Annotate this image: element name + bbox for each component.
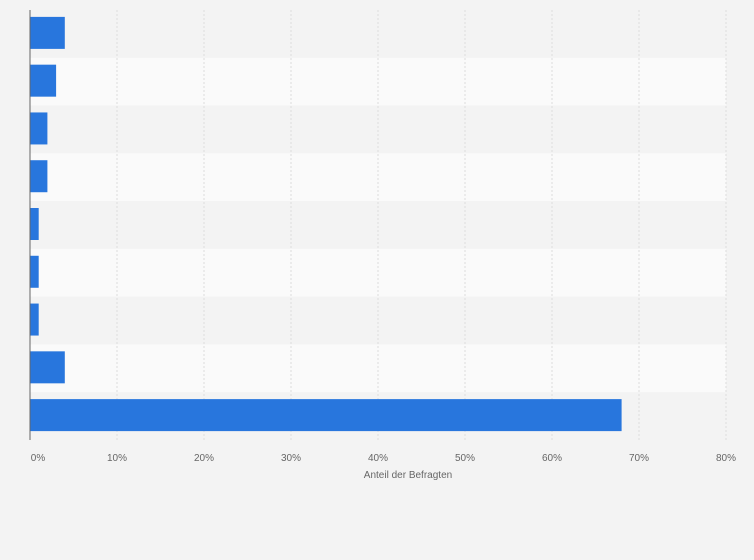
x-tick-label: 0%	[31, 453, 46, 464]
row-band	[30, 296, 726, 345]
x-tick-label: 80%	[716, 453, 736, 464]
x-tick-label: 10%	[107, 453, 127, 464]
row-band	[30, 248, 726, 297]
x-tick-label: 50%	[455, 453, 475, 464]
x-axis-title: Anteil der Befragten	[364, 470, 452, 481]
bar	[30, 16, 65, 49]
x-tick-label: 20%	[194, 453, 214, 464]
bar	[30, 399, 622, 432]
bar	[30, 351, 65, 384]
row-band	[30, 344, 726, 393]
bar	[30, 112, 48, 145]
bar	[30, 64, 57, 97]
bar	[30, 303, 39, 336]
x-tick-labels: 0% 10% 20% 30% 40% 50% 60% 70% 80%	[31, 453, 736, 464]
row-band	[30, 10, 726, 58]
x-tick-label: 40%	[368, 453, 388, 464]
bar	[30, 208, 39, 240]
row-band	[30, 105, 726, 154]
x-tick-label: 70%	[629, 453, 649, 464]
row-band	[30, 201, 726, 249]
bar	[30, 255, 39, 288]
x-tick-label: 30%	[281, 453, 301, 464]
x-tick-label: 60%	[542, 453, 562, 464]
row-band	[30, 57, 726, 106]
bar	[30, 160, 48, 193]
bars	[30, 16, 622, 432]
row-band	[30, 153, 726, 202]
